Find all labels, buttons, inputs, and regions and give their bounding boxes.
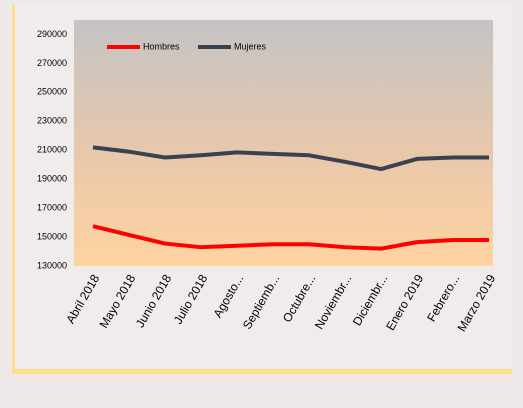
legend-label: Mujeres (234, 41, 267, 51)
y-tick-label: 130000 (37, 260, 67, 270)
y-tick-label: 290000 (37, 29, 67, 39)
panel-edge (12, 369, 512, 374)
series-line (92, 224, 489, 251)
y-tick-label: 270000 (37, 58, 67, 68)
y-tick-label: 190000 (37, 174, 67, 184)
y-tick-label: 170000 (37, 202, 67, 212)
plot-area (74, 20, 493, 266)
y-tick-label: 250000 (37, 87, 67, 97)
panel-edge (12, 5, 15, 372)
y-tick-label: 210000 (37, 145, 67, 155)
legend-label: Hombres (143, 41, 180, 51)
y-tick-label: 150000 (37, 231, 67, 241)
y-tick-label: 230000 (37, 116, 67, 126)
series-line (92, 145, 489, 172)
